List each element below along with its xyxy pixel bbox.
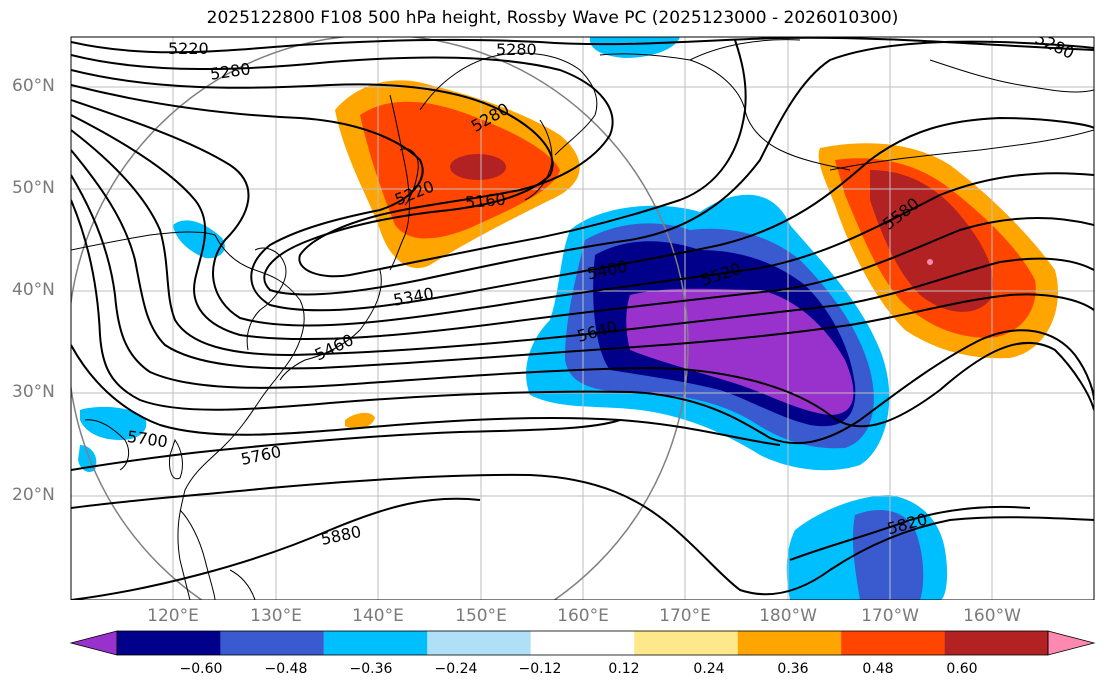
colorbar-tick-label: 0.48 bbox=[862, 661, 894, 677]
lat-label: 30°N bbox=[12, 382, 55, 402]
lat-label: 50°N bbox=[12, 178, 55, 198]
lon-label: 180°W bbox=[759, 606, 817, 626]
map-title: 2025122800 F108 500 hPa height, Rossby W… bbox=[206, 8, 899, 28]
lon-label: 160°W bbox=[963, 606, 1021, 626]
lon-label: 130°E bbox=[250, 606, 302, 626]
lon-label: 170°W bbox=[861, 606, 919, 626]
colorbar-tick-label: −0.60 bbox=[179, 661, 223, 677]
map-gridlines bbox=[71, 37, 1094, 600]
projection-circle bbox=[71, 37, 689, 600]
colorbar-tick-label: 0.24 bbox=[693, 661, 725, 677]
colorbar-segment bbox=[220, 631, 324, 655]
colorbar-segment bbox=[117, 631, 221, 655]
lon-label: 120°E bbox=[147, 606, 199, 626]
colorbar-segment bbox=[427, 631, 531, 655]
colorbar-segment bbox=[634, 631, 738, 655]
height-contours bbox=[71, 37, 1094, 600]
contour-label: 5220 bbox=[168, 39, 209, 58]
colorbar-segment bbox=[323, 631, 428, 655]
colorbar-tick-label: −0.12 bbox=[518, 661, 562, 677]
colorbar-tick-label: 0.60 bbox=[946, 661, 978, 677]
contour-label: 5280 bbox=[496, 40, 537, 59]
colorbar-tick-label: 0.12 bbox=[608, 661, 640, 677]
lon-label: 140°E bbox=[352, 606, 404, 626]
map-frame bbox=[70, 36, 1095, 600]
positive-anomaly-field-okhotsk bbox=[335, 80, 580, 269]
colorbar-segment bbox=[841, 631, 945, 655]
lat-label: 40°N bbox=[12, 280, 55, 300]
lon-label: 160°E bbox=[557, 606, 609, 626]
map-panel: 5220 5280 5280 5280 5280 5220 5160 5400 … bbox=[70, 36, 1095, 600]
colorbar-segment bbox=[737, 631, 842, 655]
colorbar-boxes bbox=[69, 630, 1096, 656]
lon-label: 170°E bbox=[659, 606, 711, 626]
lat-label: 20°N bbox=[12, 485, 55, 505]
colorbar-tick-label: 0.36 bbox=[777, 661, 809, 677]
colorbar-tick-label: −0.48 bbox=[264, 661, 308, 677]
colorbar-extend-min bbox=[69, 630, 118, 656]
lon-label: 150°E bbox=[455, 606, 507, 626]
colorbar-extend-max bbox=[1047, 630, 1096, 656]
colorbar-segment bbox=[944, 631, 1048, 655]
contour-label: 5160 bbox=[464, 190, 506, 212]
colorbar-frame bbox=[116, 630, 1049, 656]
colorbar-tick-label: −0.36 bbox=[349, 661, 393, 677]
colorbar-segment bbox=[530, 631, 635, 655]
colorbar-tick-label: −0.24 bbox=[434, 661, 478, 677]
lat-label: 60°N bbox=[12, 76, 55, 96]
